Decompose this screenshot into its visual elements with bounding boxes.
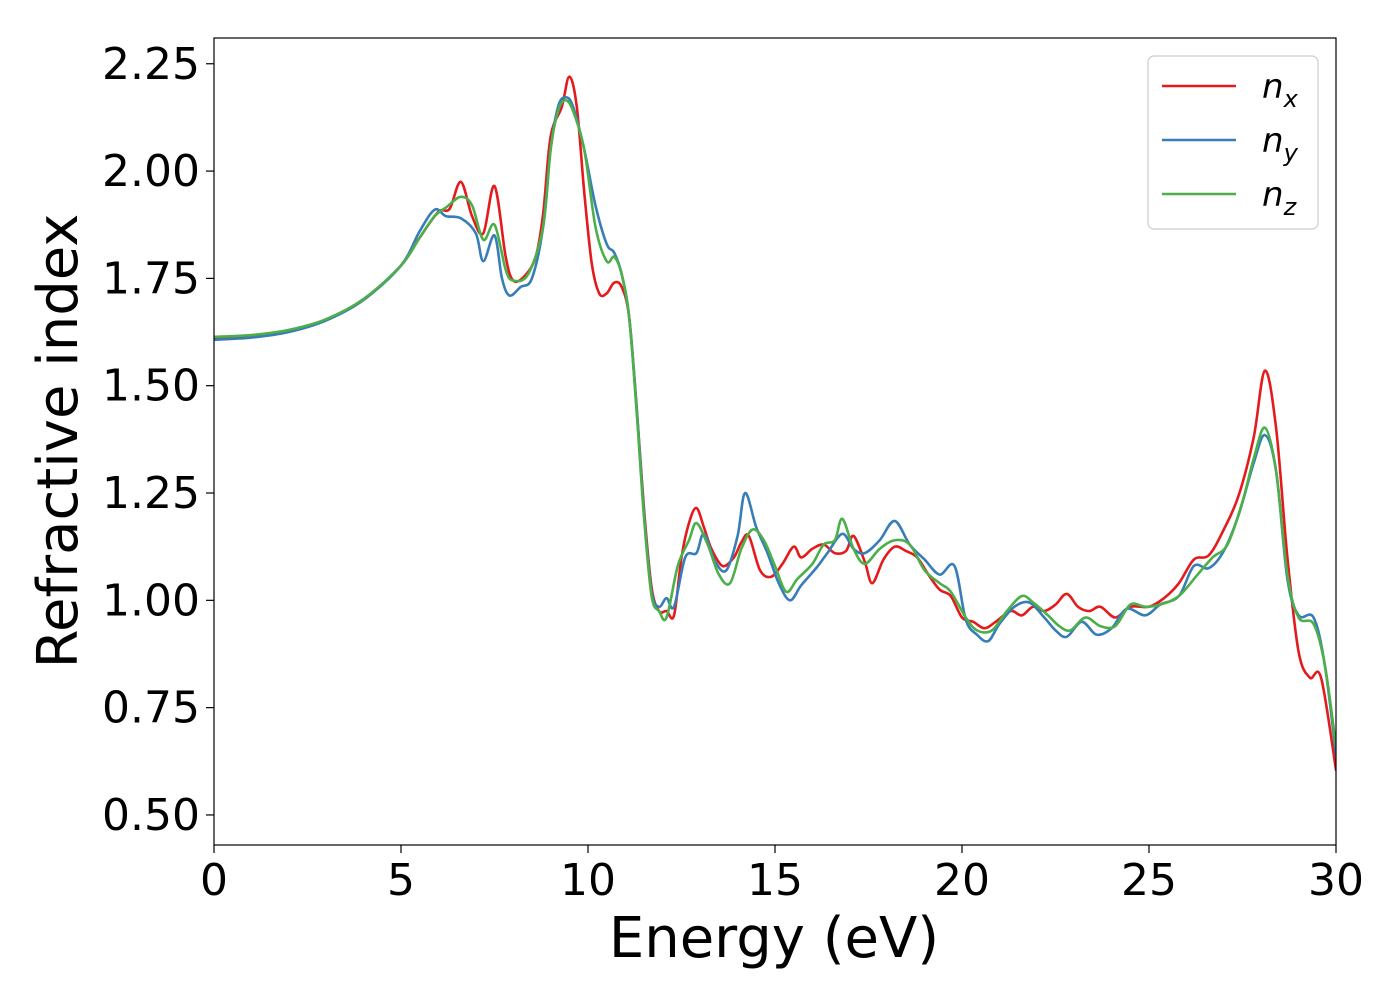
series-line-y <box>214 95 1336 757</box>
x-axis-title: Energy (eV) <box>609 906 939 971</box>
y-tick-label: 1.50 <box>102 361 200 412</box>
legend-box <box>1147 55 1319 230</box>
series-line-z <box>214 98 1336 748</box>
x-tick-label: 20 <box>934 855 990 906</box>
x-tick-label: 30 <box>1308 855 1364 906</box>
plot-area <box>214 75 1336 772</box>
legend-label-x: nx <box>1262 67 1299 113</box>
x-tick-label: 10 <box>560 855 616 906</box>
y-tick-label: 0.75 <box>102 683 200 734</box>
y-tick-label: 2.00 <box>102 146 200 197</box>
legend-label-y: ny <box>1262 121 1299 167</box>
y-tick-label: 1.75 <box>102 253 200 304</box>
y-tick-label: 1.00 <box>102 575 200 626</box>
x-tick-label: 15 <box>747 855 803 906</box>
legend: nx ny nz <box>1147 55 1319 230</box>
y-axis-title: Refractive index <box>26 214 91 669</box>
y-tick-label: 1.25 <box>102 468 200 519</box>
axes: 0 5 10 15 20 25 30 0.50 0.75 1.00 1.25 1.50 1.75 2.00… <box>102 37 1364 906</box>
x-tick-label: 0 <box>200 855 228 906</box>
x-tick-label: 25 <box>1121 855 1177 906</box>
x-tick-label: 5 <box>387 855 415 906</box>
y-tick-label: 0.50 <box>102 790 200 841</box>
legend-label-z: nz <box>1262 175 1298 221</box>
y-tick-label: 2.25 <box>102 39 200 90</box>
